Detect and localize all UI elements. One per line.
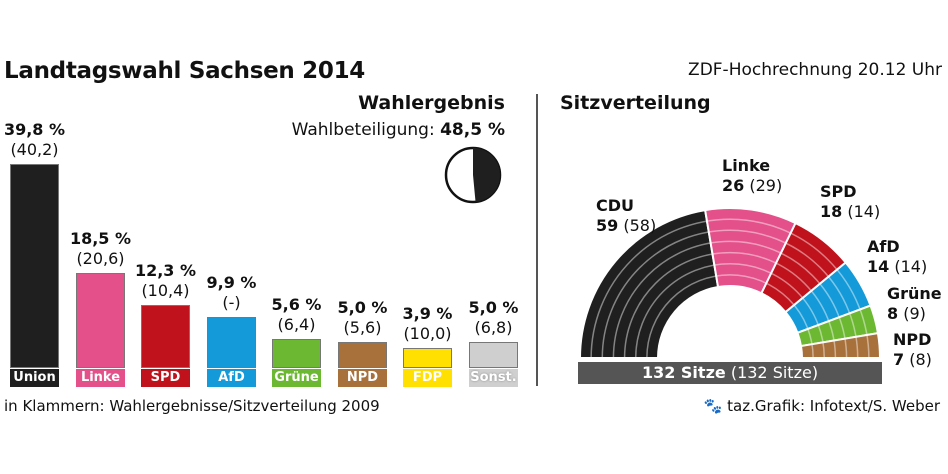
turnout-label: Wahlbeteiligung: xyxy=(291,120,435,140)
bar-fdp xyxy=(403,348,452,368)
seat-label-npd: NPD 7 (8) xyxy=(893,330,932,370)
seat-label-linke-value: 26 xyxy=(722,176,745,195)
bar-value-linke: 18,5 % xyxy=(69,229,132,248)
turnout-gauge-fill xyxy=(473,148,500,202)
seat-label-afd-prev: (14) xyxy=(894,257,928,276)
bar-prev-npd: (5,6) xyxy=(343,318,382,337)
seat-label-npd-value: 7 xyxy=(893,350,905,369)
bar-value-afd: 9,9 % xyxy=(206,273,257,292)
turnout-value: 48,5 % xyxy=(440,120,505,140)
bar-prev-afd: (-) xyxy=(222,293,241,312)
seat-row-line xyxy=(634,263,826,359)
seats-heading: Sitzverteilung xyxy=(560,92,711,114)
turnout-line: Wahlbeteiligung: 48,5 % xyxy=(292,120,505,140)
seat-label-spd: SPD 18 (14) xyxy=(820,182,880,222)
seat-label-cdu-name: CDU xyxy=(596,196,635,215)
bar-label-sonst: Sonst. xyxy=(469,369,518,387)
bar-value-npd: 5,0 % xyxy=(337,298,388,317)
bar-value-grne: 5,6 % xyxy=(271,295,322,314)
seat-label-npd-prev: (8) xyxy=(909,350,932,369)
bar-prev-spd: (10,4) xyxy=(141,281,190,300)
seat-label-gruene-value: 8 xyxy=(887,304,899,323)
total-seats-prev: (132 Sitze) xyxy=(730,363,819,382)
seat-label-gruene: Grüne 8 (9) xyxy=(887,284,942,324)
bar-value-union: 39,8 % xyxy=(3,120,66,139)
seat-segment-npd xyxy=(799,331,882,359)
bar-linke xyxy=(76,273,125,368)
seat-row-line xyxy=(601,229,859,359)
page-title: Landtagswahl Sachsen 2014 xyxy=(4,58,365,84)
bar-label-spd: SPD xyxy=(141,369,190,387)
seat-row-line xyxy=(590,218,870,359)
seat-label-cdu-prev: (58) xyxy=(623,216,657,235)
seat-label-afd-name: AfD xyxy=(867,237,900,256)
bar-label-npd: NPD xyxy=(338,369,387,387)
bar-union xyxy=(10,164,59,368)
seat-label-cdu-value: 59 xyxy=(596,216,619,235)
bar-prev-union: (40,2) xyxy=(10,140,59,159)
seat-label-gruene-prev: (9) xyxy=(903,304,926,323)
seat-label-afd-value: 14 xyxy=(867,257,890,276)
seat-label-spd-name: SPD xyxy=(820,182,857,201)
bar-value-spd: 12,3 % xyxy=(134,261,197,280)
bar-npd xyxy=(338,342,387,368)
seat-segment-cdu xyxy=(578,208,720,359)
results-heading: Wahlergebnis xyxy=(358,92,505,114)
bar-prev-grne: (6,4) xyxy=(277,315,316,334)
bar-value-fdp: 3,9 % xyxy=(402,304,453,323)
seat-label-gruene-name: Grüne xyxy=(887,284,942,303)
seat-label-cdu: CDU 59 (58) xyxy=(596,196,656,236)
seat-label-afd: AfD 14 (14) xyxy=(867,237,927,277)
bar-label-grne: Grüne xyxy=(272,369,321,387)
bar-grne xyxy=(272,339,321,368)
seat-label-spd-prev: (14) xyxy=(847,202,881,221)
total-seats-label: 132 Sitze xyxy=(641,363,726,382)
paw-icon: 🐾 xyxy=(703,397,723,415)
seat-label-npd-name: NPD xyxy=(893,330,932,349)
section-divider xyxy=(536,94,538,386)
bar-spd xyxy=(141,305,190,368)
seat-label-linke: Linke 26 (29) xyxy=(722,156,782,196)
seat-row-line xyxy=(612,240,848,359)
bar-prev-linke: (20,6) xyxy=(76,249,125,268)
seat-label-spd-value: 18 xyxy=(820,202,843,221)
credit-text: taz.Grafik: Infotext/S. Weber xyxy=(727,397,940,415)
seat-label-linke-name: Linke xyxy=(722,156,771,175)
bar-label-linke: Linke xyxy=(76,369,125,387)
bar-label-union: Union xyxy=(10,369,59,387)
bar-label-fdp: FDP xyxy=(403,369,452,387)
bar-prev-sonst: (6,8) xyxy=(474,318,513,337)
credit: 🐾 taz.Grafik: Infotext/S. Weber xyxy=(704,397,940,415)
seat-row-line xyxy=(623,251,837,359)
bar-value-sonst: 5,0 % xyxy=(468,298,519,317)
total-seats-bar: 132 Sitze (132 Sitze) xyxy=(578,362,882,384)
seat-label-linke-prev: (29) xyxy=(749,176,783,195)
bar-label-afd: AfD xyxy=(207,369,256,387)
footnote: in Klammern: Wahlergebnisse/Sitzverteilu… xyxy=(4,397,380,415)
turnout-gauge xyxy=(444,146,502,204)
seat-row-line xyxy=(646,274,814,359)
bar-prev-fdp: (10,0) xyxy=(403,324,452,343)
source-label: ZDF-Hochrechnung 20.12 Uhr xyxy=(688,60,942,80)
bar-sonst xyxy=(469,342,518,368)
bar-afd xyxy=(207,317,256,368)
